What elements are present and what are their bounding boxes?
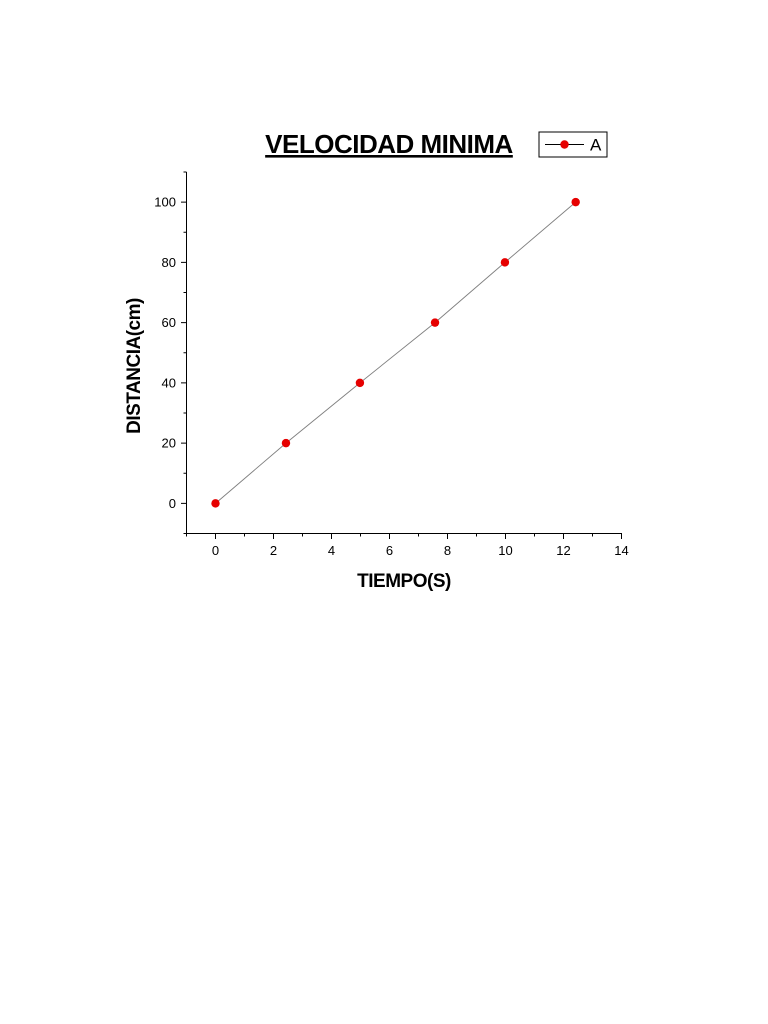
- data-point: [500, 258, 510, 267]
- x-tick-label: 14: [614, 543, 628, 558]
- data-point: [211, 499, 220, 508]
- x-tick-label: 12: [556, 543, 570, 558]
- series-layer: [211, 197, 580, 508]
- data-point: [355, 378, 365, 388]
- data-point: [430, 318, 440, 327]
- series-line: [215, 201, 576, 504]
- legend-marker: [560, 140, 569, 149]
- y-tick-label: 100: [154, 195, 176, 210]
- x-ticks: 0 2 4 6 8 10 12 14: [186, 533, 629, 558]
- x-tick-label: 8: [444, 543, 451, 558]
- legend-label: A: [590, 136, 602, 155]
- y-tick-label: 0: [169, 496, 176, 511]
- x-tick-label: 0: [212, 543, 219, 558]
- x-tick-label: 2: [270, 543, 277, 558]
- y-axis-title: DISTANCIA(cm): [124, 298, 145, 434]
- x-tick-label: 10: [498, 543, 512, 558]
- x-axis-title: TIEMPO(S): [357, 571, 451, 592]
- y-tick-label: 80: [162, 255, 176, 270]
- data-point: [281, 438, 291, 448]
- y-ticks: 0 20 40 60 80 100: [154, 171, 187, 534]
- y-tick-label: 40: [162, 375, 176, 390]
- y-tick-label: 60: [162, 315, 176, 330]
- data-point: [571, 197, 580, 207]
- legend: A: [538, 131, 608, 158]
- x-tick-label: 4: [328, 543, 335, 558]
- x-tick-label: 6: [386, 543, 393, 558]
- chart-title: VELOCIDAD MINIMA: [265, 129, 513, 159]
- y-tick-label: 20: [162, 436, 176, 451]
